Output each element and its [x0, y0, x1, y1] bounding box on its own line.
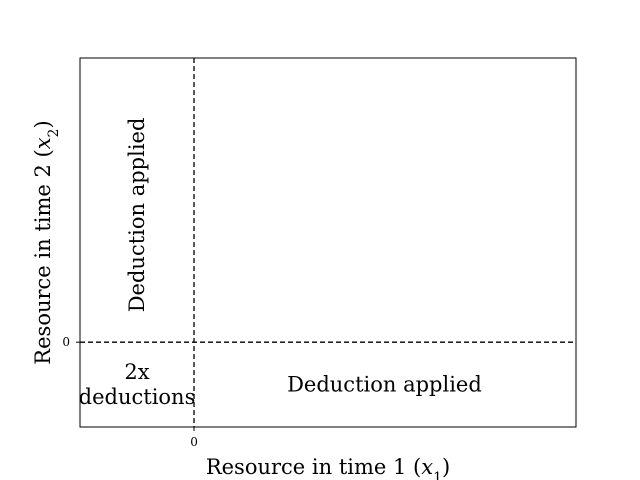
region-labels: Deduction applied 2x deductions Deduction a… — [79, 118, 482, 410]
y-tick-label-0: 0 — [62, 335, 70, 349]
region-label-0: Deduction applied — [125, 118, 149, 313]
y-axis-label: Resource in time 2 (x2) — [31, 120, 62, 364]
x-tick-label-0: 0 — [190, 435, 198, 449]
x-axis-label: Resource in time 1 (x1) — [206, 455, 450, 480]
ticks: 00 — [62, 335, 197, 449]
region-label-2: Deduction applied — [287, 373, 482, 397]
region-label-1: 2x deductions — [79, 360, 196, 409]
plot-frame — [79, 57, 577, 428]
